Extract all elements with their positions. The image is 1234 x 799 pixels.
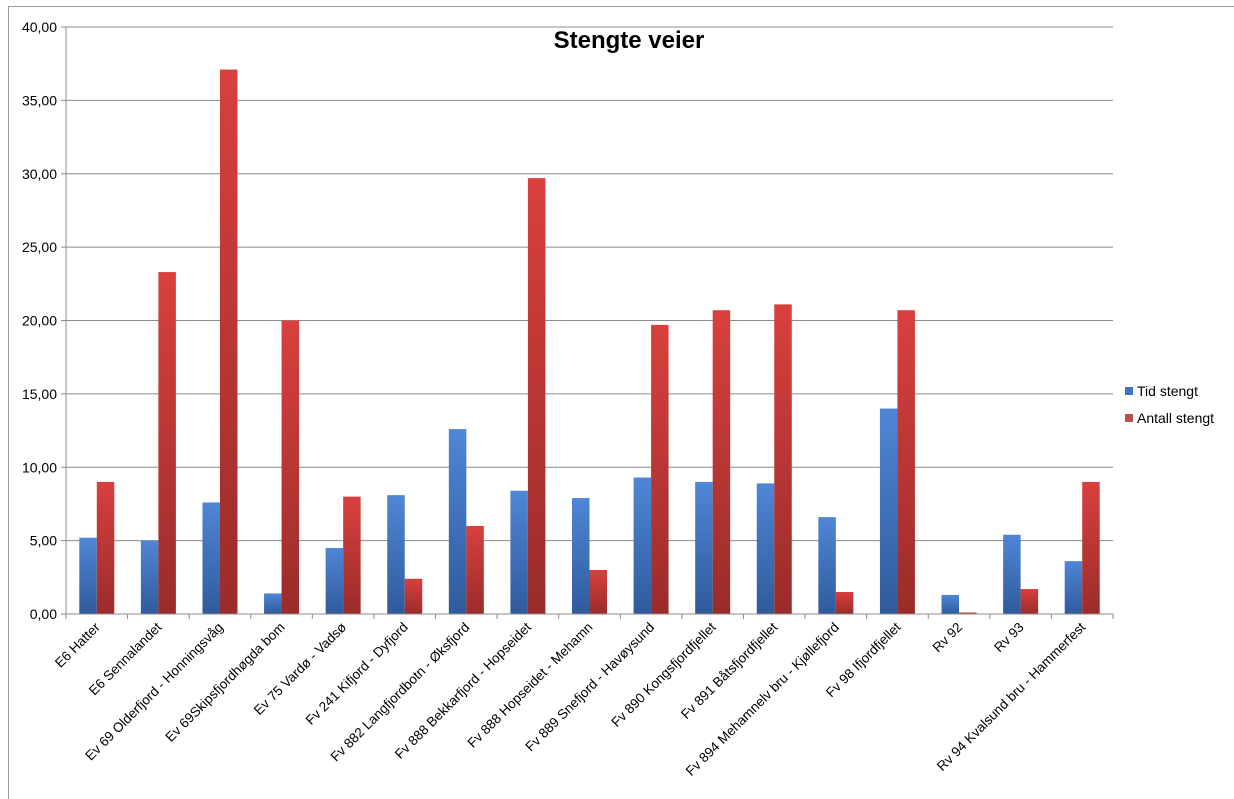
x-tick-label: Rv 93 [991, 620, 1027, 656]
bar-antall-stengt [343, 496, 361, 614]
bar-antall-stengt [651, 324, 669, 614]
bars [79, 69, 1100, 615]
x-tick-label: Fv 889 Snefjord - Havøysund [522, 620, 657, 755]
bar-tid-stengt [79, 537, 97, 614]
y-tick-label: 35,00 [22, 92, 57, 108]
legend-label: Tid stengt [1137, 383, 1198, 399]
bar-antall-stengt [466, 525, 484, 614]
bar-tid-stengt [572, 498, 590, 614]
bar-antall-stengt [404, 578, 423, 614]
bar-antall-stengt [527, 178, 546, 614]
bar-tid-stengt [448, 429, 467, 614]
bar-antall-stengt [96, 481, 115, 614]
bar-antall-stengt [281, 320, 300, 614]
bar-antall-stengt [589, 569, 607, 614]
bar-tid-stengt [818, 517, 836, 614]
chart-frame [8, 6, 1234, 799]
chart-title: Stengte veier [554, 27, 705, 54]
axes: 0,00 5,00 10,00 15,00 20,00 25,00 30,00 35,00 40… [22, 19, 1114, 779]
bar-antall-stengt [835, 591, 854, 614]
bar-tid-stengt [510, 490, 528, 614]
legend-swatch [1125, 414, 1133, 422]
bar-tid-stengt [756, 483, 775, 614]
bar-tid-stengt [879, 408, 898, 614]
x-tick-label: Fv 888 Hopseidet - Mehamn [465, 620, 596, 751]
x-tick-label: Fv 890 Kongsfjordfjellet [608, 619, 719, 730]
bar-tid-stengt [325, 547, 344, 614]
x-tick-label: Fv 241 Kifjord - Dyfjord [303, 620, 411, 728]
x-tick-label: Rv 92 [930, 620, 966, 656]
bar-tid-stengt [941, 594, 960, 614]
bar-antall-stengt [1020, 589, 1039, 614]
y-tick-label: 15,00 [22, 386, 57, 402]
legend-label: Antall stengt [1137, 410, 1214, 426]
y-tick-label: 10,00 [22, 459, 57, 475]
bar-tid-stengt [202, 502, 220, 614]
bar-antall-stengt [1082, 481, 1100, 614]
bar-antall-stengt [774, 304, 792, 614]
bar-tid-stengt [140, 540, 159, 614]
y-tick-label: 40,00 [22, 19, 57, 35]
y-tick-label: 25,00 [22, 239, 57, 255]
legend-swatch [1125, 387, 1133, 395]
bar-tid-stengt [633, 477, 652, 614]
y-tick-label: 0,00 [30, 606, 57, 622]
bar-antall-stengt [219, 69, 238, 615]
y-tick-label: 30,00 [22, 166, 57, 182]
bar-antall-stengt [712, 310, 731, 614]
bar-tid-stengt [1064, 561, 1083, 614]
bar-tid-stengt [1003, 534, 1021, 614]
bar-tid-stengt [695, 481, 713, 614]
bar-tid-stengt [387, 495, 405, 614]
bar-tid-stengt [264, 593, 282, 614]
x-tick-label: Ev 69Skipsfjordhøgda bom [162, 620, 287, 745]
y-tick-label: 5,00 [30, 533, 57, 549]
legend: Tid stengt Antall stengt [1125, 383, 1214, 426]
x-tick-label: E6 Hatter [52, 619, 103, 670]
bar-antall-stengt [897, 310, 915, 614]
bar-antall-stengt [158, 272, 176, 614]
y-tick-label: 20,00 [22, 313, 57, 329]
bar-antall-stengt [959, 612, 977, 614]
